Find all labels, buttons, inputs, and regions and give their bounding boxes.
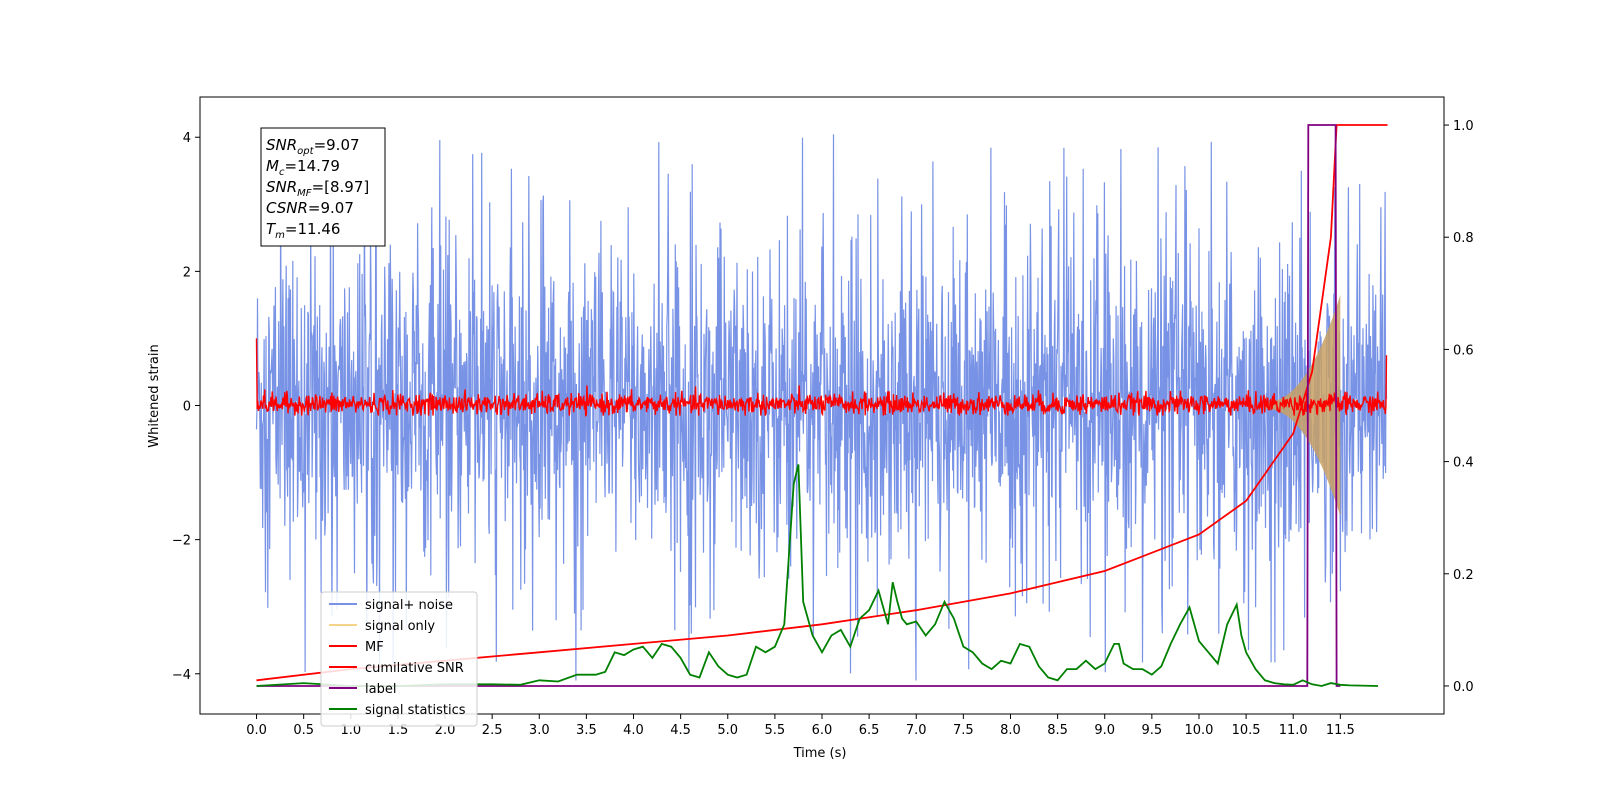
x-tick-label: 2.0 (435, 723, 456, 738)
info-line: Mc=14.79 (266, 157, 340, 178)
legend: signal+ noise signal only MF cumilative SNR… (320, 591, 478, 727)
y-tick-label: 2 (183, 265, 191, 280)
series-mf-line (255, 338, 1388, 418)
legend-box (320, 591, 478, 727)
series-signal-noise-line (255, 134, 1388, 681)
info-line: SNRopt=9.07 (266, 136, 360, 157)
y2-tick-label: 0.4 (1453, 456, 1474, 471)
y-tick-label: 4 (183, 131, 191, 146)
plot-area (255, 124, 1388, 687)
legend-label: signal statistics (365, 703, 466, 718)
info-line: SNRMF=[8.97] (266, 178, 369, 199)
x-tick-label: 7.5 (953, 723, 974, 738)
x-tick-label: 11.5 (1326, 723, 1355, 738)
x-tick-label: 0.0 (246, 723, 267, 738)
legend-label: signal+ noise (365, 598, 453, 613)
x-tick-label: 10.0 (1184, 723, 1213, 738)
x-axis-label: Time (s) (793, 746, 847, 761)
y-axis-left: −4 −2 0 2 4 (172, 131, 200, 683)
x-tick-label: 9.5 (1142, 723, 1163, 738)
y2-tick-label: 1.0 (1453, 119, 1474, 134)
legend-label: MF (365, 640, 384, 655)
y-tick-label: −2 (172, 534, 191, 549)
y-tick-label: 0 (183, 400, 191, 415)
y-tick-label: −4 (172, 668, 191, 683)
x-tick-label: 1.5 (388, 723, 409, 738)
x-tick-label: 0.5 (293, 723, 314, 738)
info-box-border (260, 127, 386, 247)
x-tick-label: 8.5 (1047, 723, 1068, 738)
series-group (255, 124, 1388, 687)
x-tick-label: 6.0 (812, 723, 833, 738)
y2-tick-label: 0.6 (1453, 343, 1474, 358)
legend-label: label (365, 682, 396, 697)
x-tick-label: 4.0 (623, 723, 644, 738)
x-tick-label: 3.0 (529, 723, 550, 738)
legend-label: signal only (365, 619, 435, 634)
info-box: SNRopt=9.07Mc=14.79SNRMF=[8.97]CSNR=9.07… (260, 127, 386, 247)
x-tick-label: 1.0 (340, 723, 361, 738)
x-tick-label: 6.5 (859, 723, 880, 738)
x-tick-label: 4.5 (670, 723, 691, 738)
y2-tick-label: 0.2 (1453, 568, 1474, 583)
x-tick-label: 10.5 (1232, 723, 1261, 738)
series-signal-statistics-line (256, 464, 1379, 687)
x-tick-label: 8.0 (1000, 723, 1021, 738)
x-tick-label: 9.0 (1094, 723, 1115, 738)
series-cumulative-snr-line (256, 124, 1388, 682)
info-line: CSNR=9.07 (266, 199, 354, 217)
series-label-line (256, 124, 1341, 687)
x-tick-label: 3.5 (576, 723, 597, 738)
info-line: Tm=11.46 (266, 220, 340, 241)
x-tick-label: 5.0 (717, 723, 738, 738)
x-tick-label: 2.5 (482, 723, 503, 738)
x-axis: 0.0 0.5 1.0 1.5 2.0 2.5 3.0 3.5 4.0 4.5 5.0 5.5 6.0 6… (246, 714, 1355, 738)
x-tick-label: 5.5 (765, 723, 786, 738)
y2-tick-label: 0.8 (1453, 231, 1474, 246)
x-tick-label: 11.0 (1279, 723, 1308, 738)
y-axis-right: 0.0 0.2 0.4 0.6 0.8 1.0 (1444, 119, 1474, 695)
y-axis-label: Whitened strain (147, 344, 162, 447)
legend-label: cumilative SNR (365, 661, 464, 676)
y2-tick-label: 0.0 (1453, 680, 1474, 695)
x-tick-label: 7.0 (906, 723, 927, 738)
